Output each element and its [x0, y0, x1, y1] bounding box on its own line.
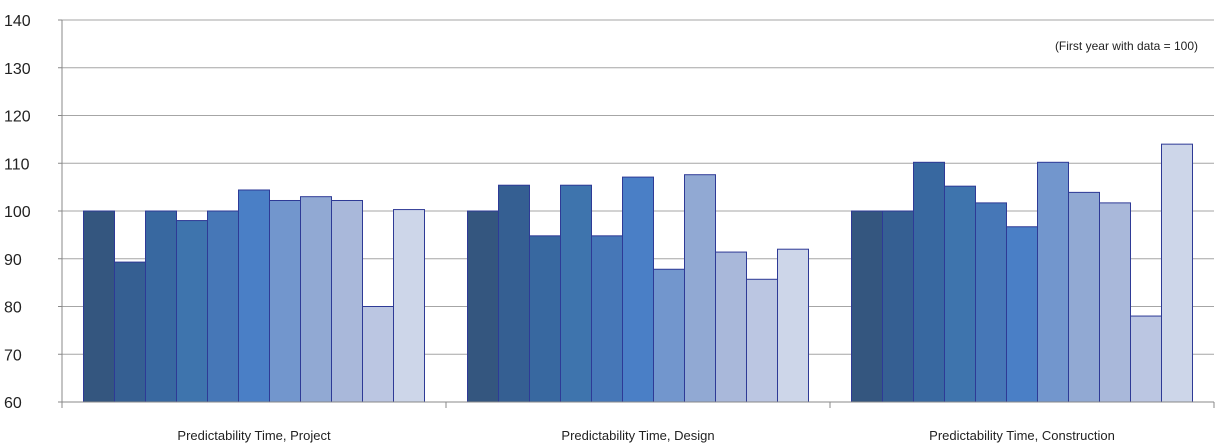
bar: [975, 202, 1007, 403]
bar: [1161, 143, 1193, 403]
bar: [560, 184, 592, 403]
bar: [362, 306, 394, 403]
bar: [882, 210, 914, 403]
x-category-label: Predictability Time, Project: [177, 428, 331, 443]
y-tick-label: 90: [4, 252, 22, 269]
x-axis: [61, 401, 1215, 408]
bar: [238, 189, 270, 403]
y-tick-label: 70: [4, 347, 22, 364]
bar: [944, 185, 976, 403]
y-tick-label: 130: [4, 61, 31, 78]
x-category-label: Predictability Time, Construction: [929, 428, 1115, 443]
bar: [777, 248, 809, 403]
bar: [746, 278, 778, 403]
bar: [1068, 191, 1100, 403]
y-axis-ticks: 60 70 80 90 100 110 120 130 140: [4, 13, 63, 412]
bar: [393, 209, 425, 403]
bar: [498, 184, 530, 403]
y-tick-label: 80: [4, 300, 22, 317]
y-tick-label: 120: [4, 109, 31, 126]
bar: [269, 199, 301, 403]
category-labels: Predictability Time, Project Predictabili…: [177, 428, 1114, 443]
bar: [715, 251, 747, 403]
bar: [851, 210, 883, 403]
y-tick-label: 110: [4, 156, 30, 173]
bar: [622, 176, 654, 403]
bar: [331, 199, 363, 403]
bar: [1037, 161, 1069, 403]
bar: [529, 235, 561, 403]
bar: [1099, 202, 1131, 403]
y-tick-label: 60: [4, 395, 22, 412]
chart-annotation: (First year with data = 100): [1055, 39, 1198, 53]
y-tick-label: 140: [4, 13, 31, 30]
bar: [300, 196, 332, 403]
bar: [114, 261, 146, 403]
bar: [913, 161, 945, 403]
bar: [467, 210, 499, 403]
x-category-label: Predictability Time, Design: [561, 428, 714, 443]
bar: [1006, 226, 1038, 403]
bar: [591, 235, 623, 403]
bars: [83, 143, 1193, 403]
bar: [83, 210, 115, 403]
bar: [1130, 315, 1162, 403]
bar: [653, 268, 685, 403]
bar: [145, 210, 177, 403]
bar: [207, 210, 239, 403]
y-tick-label: 100: [4, 204, 31, 221]
bar: [684, 174, 716, 403]
bar: [176, 220, 208, 403]
